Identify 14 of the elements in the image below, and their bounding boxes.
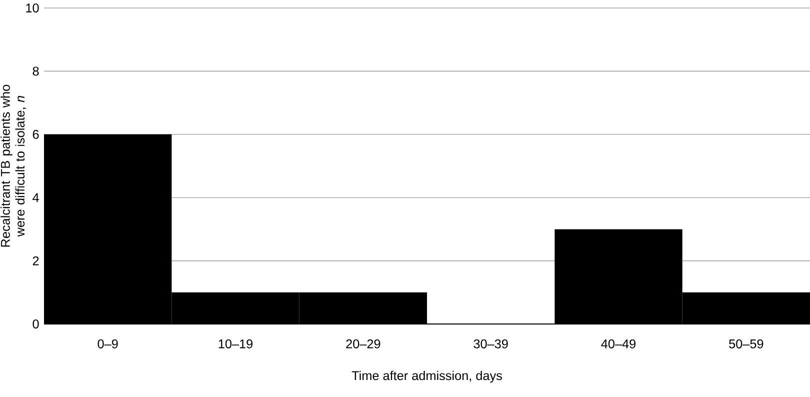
x-tick-label: 40–49: [601, 339, 636, 348]
x-tick-label: 0–9: [98, 339, 118, 348]
x-tick-label: 10–19: [218, 339, 252, 348]
x-axis-title: Time after admission, days: [352, 370, 502, 383]
y-tick-label: 6: [32, 130, 39, 139]
y-tick-label: 0: [32, 320, 39, 328]
y-tick-label: 8: [32, 66, 39, 76]
y-tick-label: 2: [32, 256, 39, 266]
y-tick-label: 4: [32, 193, 39, 202]
y-axis-title: Recalcitrant TB patients who were difficult to isolate, n: [0, 84, 26, 247]
x-tick-label: 30–39: [474, 339, 508, 348]
x-tick-label: 20–29: [346, 339, 380, 348]
y-tick-label: 10: [26, 4, 39, 12]
x-tick-label: 50–59: [729, 339, 764, 348]
